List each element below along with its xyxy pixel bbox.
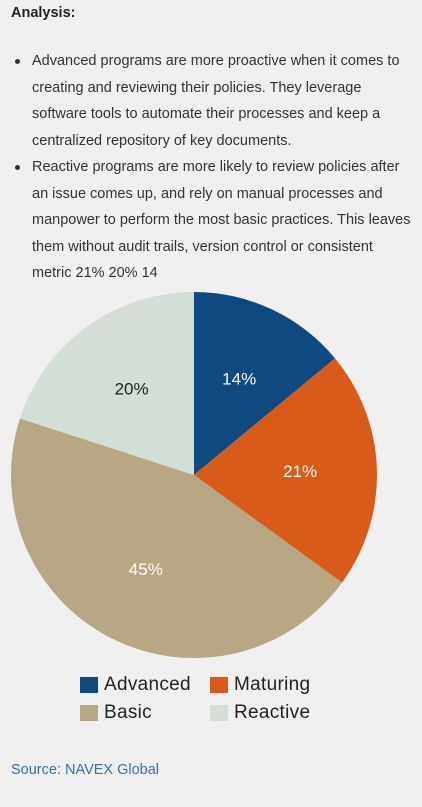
bullet-item-reactive: Reactive programs are more likely to rev… [15,154,412,287]
legend-item-advanced: Advanced [80,674,210,696]
legend-item-basic: Basic [80,702,210,724]
legend-swatch-maturing [210,677,228,693]
pie-label-basic: 45% [129,560,163,579]
bullet-dot [15,165,20,170]
bullet-item-advanced: Advanced programs are more proactive whe… [15,48,412,154]
source-credit: Source: NAVEX Global [11,762,160,778]
pie-label-advanced: 14% [222,369,256,388]
analysis-heading: Analysis: [11,5,76,21]
bullet-dot [15,59,20,64]
pie-label-reactive: 20% [115,380,149,399]
bullet-text: Advanced programs are more proactive whe… [32,53,400,149]
legend-item-reactive: Reactive [210,702,340,724]
pie-slice-basic [11,418,343,658]
legend-label-advanced: Advanced [104,674,191,695]
pie-slice-advanced [194,292,336,475]
pie-slice-maturing [194,358,377,583]
pie-slice-reactive [19,292,194,475]
legend-swatch-reactive [210,705,228,721]
pie-chart: 14% 21% 45% 20% [11,292,377,658]
legend-swatch-basic [80,705,98,721]
legend-label-reactive: Reactive [234,702,311,723]
chart-legend: Advanced Maturing Basic Reactive [80,674,340,724]
analysis-bullet-list: Advanced programs are more proactive whe… [15,48,412,287]
pie-label-maturing: 21% [283,462,317,481]
bullet-text: Reactive programs are more likely to rev… [32,159,411,281]
legend-label-maturing: Maturing [234,674,311,695]
legend-item-maturing: Maturing [210,674,340,696]
legend-label-basic: Basic [104,702,152,723]
legend-swatch-advanced [80,677,98,693]
